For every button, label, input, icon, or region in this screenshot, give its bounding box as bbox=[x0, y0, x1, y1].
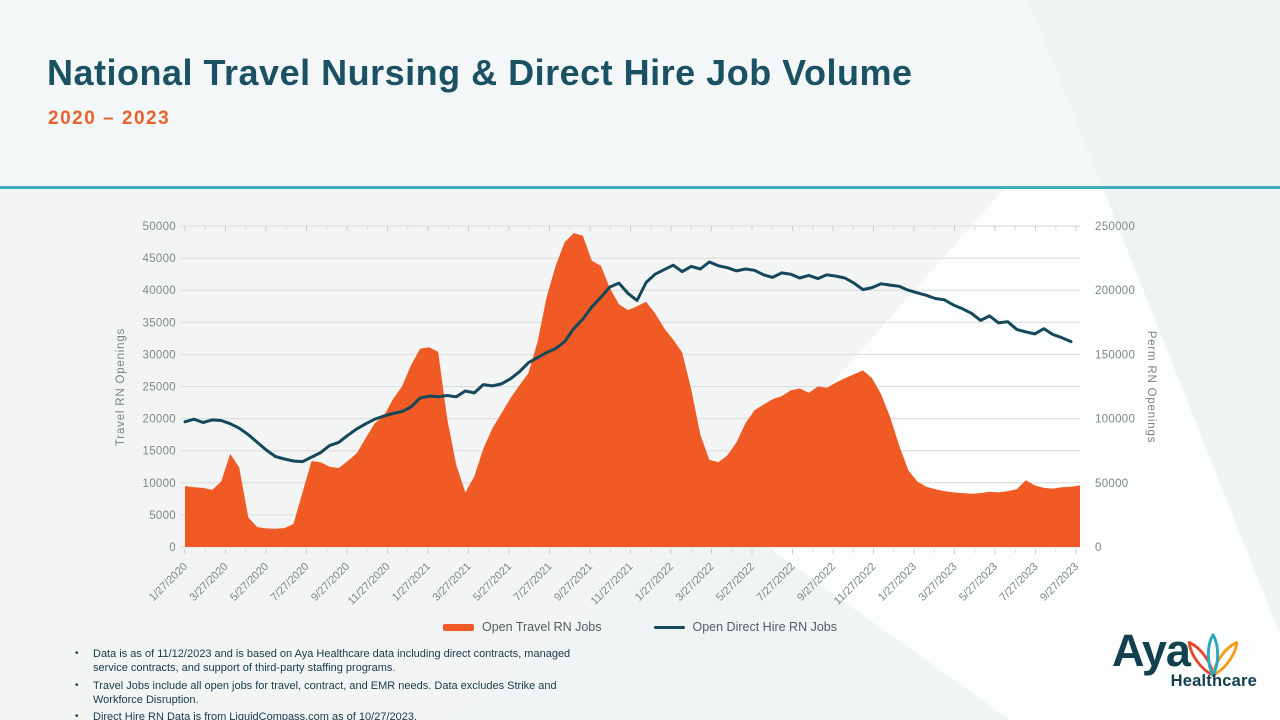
y-axis-label-left: 15000 bbox=[143, 446, 176, 458]
x-axis-label: 5/27/2021 bbox=[471, 561, 514, 604]
x-axis-label: 1/27/2021 bbox=[390, 561, 433, 604]
y-axis-label-right: 150000 bbox=[1095, 349, 1135, 361]
x-axis-label: 9/27/2020 bbox=[309, 561, 352, 604]
footnotes: Data is as of 11/12/2023 and is based on… bbox=[70, 647, 585, 720]
y-axis-label-left: 35000 bbox=[143, 317, 176, 329]
direct-hire-line-series bbox=[183, 260, 1073, 464]
travel-series-swatch bbox=[443, 623, 474, 631]
lotus-flower-icon bbox=[1187, 633, 1239, 677]
page-title: National Travel Nursing & Direct Hire Jo… bbox=[47, 52, 913, 93]
header-divider-line bbox=[0, 186, 1280, 189]
x-axis-label: 3/27/2022 bbox=[674, 561, 717, 604]
y-axis-label-left: 0 bbox=[169, 542, 176, 554]
y-axis-label-right: 200000 bbox=[1095, 285, 1135, 297]
x-axis-label: 1/27/2020 bbox=[147, 561, 190, 604]
y-axis-label-left: 40000 bbox=[143, 285, 176, 297]
travel-area-series bbox=[185, 233, 1080, 547]
y-axis-label-left: 10000 bbox=[143, 478, 176, 490]
x-axis-label: 1/27/2022 bbox=[633, 561, 676, 604]
x-axis-label: 3/27/2023 bbox=[917, 561, 960, 604]
y-axis-label-left: 30000 bbox=[143, 349, 176, 361]
x-axis-label: 9/27/2021 bbox=[552, 561, 595, 604]
y-axis-label-right: 0 bbox=[1095, 542, 1102, 554]
x-axis-label: 9/27/2023 bbox=[1038, 561, 1081, 604]
chart-legend: Open Travel RN Jobs Open Direct Hire RN … bbox=[0, 620, 1280, 634]
x-axis-label: 11/27/2022 bbox=[832, 561, 879, 608]
x-axis-label: 3/27/2020 bbox=[188, 561, 231, 604]
x-axis-label: 3/27/2021 bbox=[431, 561, 474, 604]
y-axis-label-right: 100000 bbox=[1095, 414, 1135, 426]
legend-item-travel: Open Travel RN Jobs bbox=[443, 620, 602, 634]
y-axis-label-left: 50000 bbox=[143, 221, 176, 233]
left-axis-title: Travel RN Openings bbox=[115, 328, 127, 446]
y-axis-label-left: 45000 bbox=[143, 253, 176, 265]
x-axis-label: 1/27/2023 bbox=[876, 561, 919, 604]
y-axis-label-left: 25000 bbox=[143, 382, 176, 394]
x-axis-label: 7/27/2020 bbox=[269, 561, 312, 604]
x-axis-label: 7/27/2021 bbox=[512, 561, 555, 604]
y-axis-label-right: 250000 bbox=[1095, 221, 1135, 233]
legend-label-travel: Open Travel RN Jobs bbox=[482, 620, 602, 634]
page-subtitle: 2020 – 2023 bbox=[48, 108, 171, 129]
logo-brand-text: Aya bbox=[1112, 625, 1191, 676]
x-axis-label: 7/27/2022 bbox=[755, 561, 798, 604]
x-axis-label: 5/27/2023 bbox=[957, 561, 1000, 604]
logo-row: Aya bbox=[1112, 625, 1260, 681]
direct-hire-series-swatch bbox=[653, 625, 685, 629]
right-axis-title: Perm RN Openings bbox=[1145, 331, 1157, 444]
legend-item-direct-hire: Open Direct Hire RN Jobs bbox=[653, 620, 838, 634]
y-axis-label-left: 5000 bbox=[149, 510, 176, 522]
footnote-item: Data is as of 11/12/2023 and is based on… bbox=[70, 647, 585, 676]
x-axis-label: 7/27/2023 bbox=[998, 561, 1041, 604]
x-axis-label: 11/27/2021 bbox=[589, 561, 636, 608]
x-axis-label: 5/27/2022 bbox=[714, 561, 757, 604]
logo-sub-text: Healthcare bbox=[1170, 672, 1257, 690]
x-axis-label: 9/27/2022 bbox=[795, 561, 838, 604]
footnote-item: Travel Jobs include all open jobs for tr… bbox=[70, 679, 585, 708]
x-axis-label: 5/27/2020 bbox=[228, 561, 271, 604]
footnote-item: Direct Hire RN Data is from LiquidCompas… bbox=[70, 710, 585, 720]
y-axis-label-right: 50000 bbox=[1095, 478, 1128, 490]
aya-healthcare-logo: Aya Healthcare bbox=[1112, 625, 1260, 691]
x-axis-label: 11/27/2020 bbox=[346, 561, 393, 608]
legend-label-direct-hire: Open Direct Hire RN Jobs bbox=[692, 620, 838, 634]
y-axis-label-left: 20000 bbox=[143, 414, 176, 426]
